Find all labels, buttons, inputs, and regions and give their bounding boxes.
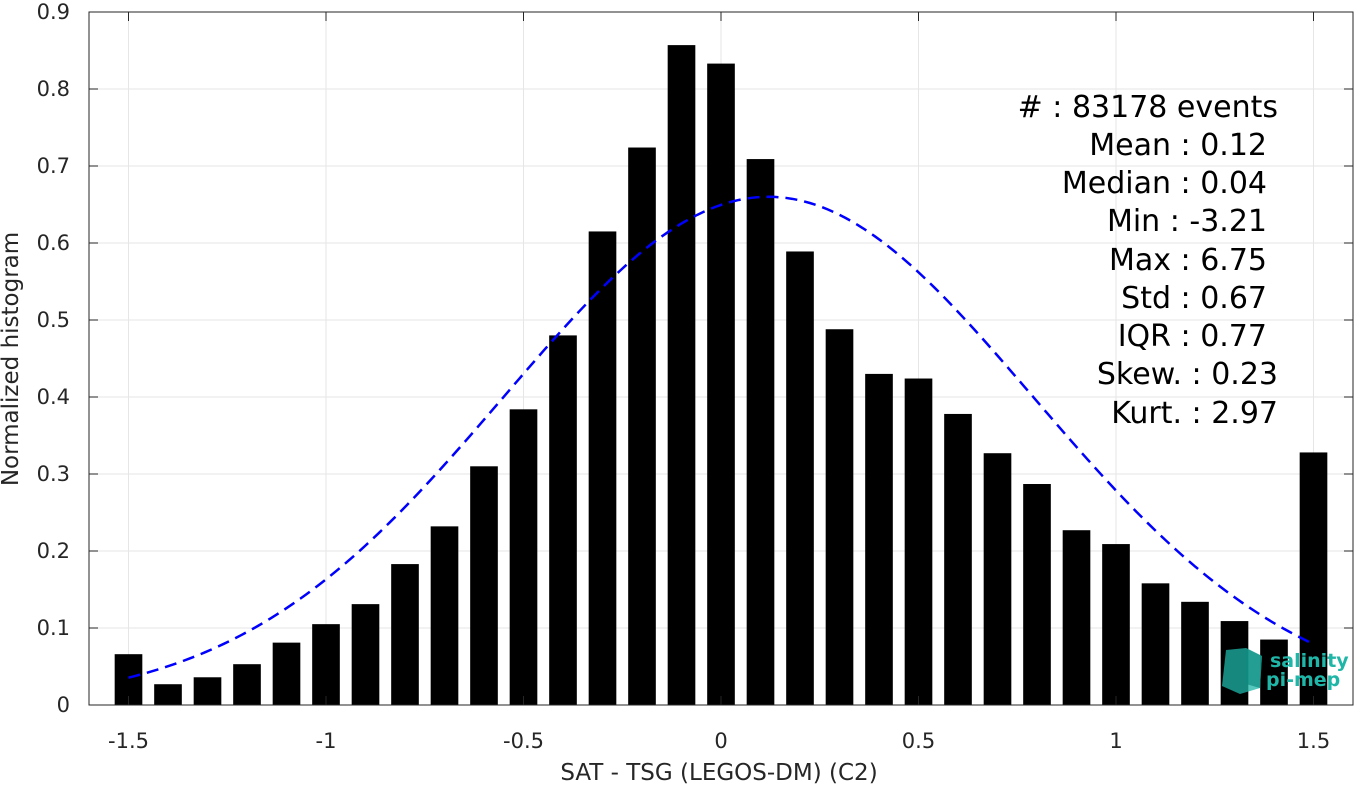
stat-kurtosis: Kurt. : 2.97 (1111, 396, 1278, 431)
histogram-bar (430, 526, 459, 705)
y-axis-label: Normalized histogram (0, 232, 24, 486)
histogram-bar (1023, 484, 1051, 705)
histogram-bar (786, 251, 814, 705)
axis-ticks: -1.5 -1 -0.5 0 0.5 1 1.5 0 0.1 0.2 0.3 0.4 0.5 0.6 0.7… (37, 0, 1353, 753)
histogram-bar (667, 45, 696, 706)
histogram-bar (1299, 452, 1328, 705)
histogram-bar (944, 413, 972, 705)
y-tick-label: 0.5 (37, 308, 70, 332)
stat-min: Min : -3.21 (1107, 204, 1267, 239)
x-tick-label: -0.5 (503, 729, 544, 753)
x-tick-label: -1 (316, 729, 337, 753)
histogram-bar (154, 684, 182, 705)
salinity-pi-mep-logo: salinity pi-mep (1222, 648, 1349, 694)
histogram-bar (509, 409, 538, 705)
stat-iqr: IQR : 0.77 (1118, 319, 1267, 354)
x-tick-label: 0 (714, 729, 727, 753)
histogram-bar (628, 147, 656, 705)
histogram-bar (746, 159, 775, 705)
stat-mean: Mean : 0.12 (1089, 128, 1267, 163)
stat-median: Median : 0.04 (1062, 166, 1267, 201)
histogram-bar (1260, 639, 1288, 705)
histogram-bar (1062, 530, 1091, 705)
logo-text-pi-mep: pi-mep (1266, 669, 1340, 691)
y-tick-label: 0.2 (37, 539, 70, 563)
histogram-bar (707, 63, 735, 705)
histogram-bar (865, 373, 893, 705)
stat-std: Std : 0.67 (1121, 281, 1267, 316)
y-tick-label: 0 (57, 693, 70, 717)
y-tick-label: 0.3 (37, 462, 70, 486)
histogram-bar (983, 453, 1012, 705)
histogram-bar (825, 329, 854, 705)
stat-skewness: Skew. : 0.23 (1097, 357, 1278, 392)
x-axis-label: SAT - TSG (LEGOS-DM) (C2) (560, 760, 877, 785)
x-tick-label: 1.5 (1297, 729, 1330, 753)
histogram-bar (588, 231, 617, 705)
histogram-bar (351, 604, 380, 705)
y-tick-label: 0.6 (37, 231, 70, 255)
histogram-bar (391, 564, 419, 705)
y-tick-label: 0.1 (37, 616, 70, 640)
histogram-bar (1181, 601, 1209, 705)
stat-count: # : 83178 events (1018, 90, 1278, 125)
histogram-bar (272, 642, 301, 705)
x-tick-label: -1.5 (108, 729, 149, 753)
histogram-bar (312, 624, 340, 705)
x-tick-label: 1 (1109, 729, 1122, 753)
histogram-bars (114, 45, 1328, 706)
histogram-bar (904, 378, 933, 705)
statistics-annotation: # : 83178 events Mean : 0.12 Median : 0.… (1018, 90, 1278, 431)
logo-text-salinity: salinity (1270, 650, 1349, 672)
normal-fit-curve (128, 195, 1315, 679)
histogram-bar (470, 466, 498, 705)
histogram-bar (193, 677, 222, 705)
histogram-bar (233, 664, 261, 705)
y-tick-label: 0.8 (37, 77, 70, 101)
y-tick-label: 0.4 (37, 385, 70, 409)
histogram-bar (1102, 544, 1130, 705)
x-tick-label: 0.5 (902, 729, 935, 753)
y-tick-label: 0.9 (37, 0, 70, 24)
histogram-bar (1141, 583, 1170, 705)
logo-cube-shade (1246, 648, 1262, 688)
histogram-bar (549, 335, 577, 705)
y-tick-label: 0.7 (37, 154, 70, 178)
stat-max: Max : 6.75 (1109, 243, 1267, 278)
